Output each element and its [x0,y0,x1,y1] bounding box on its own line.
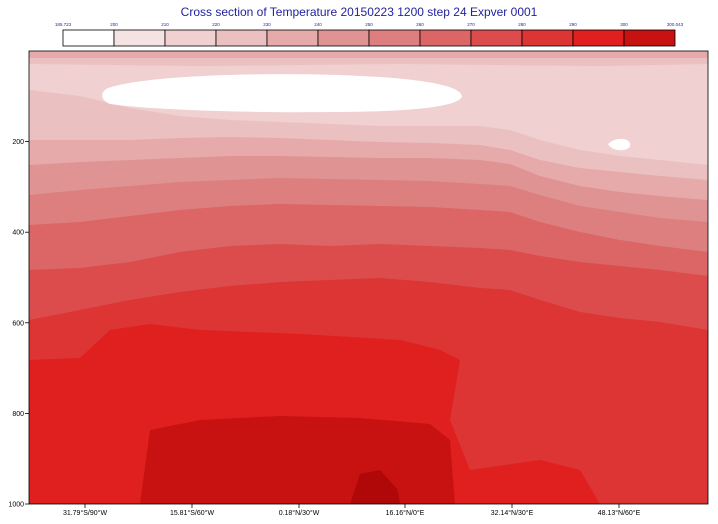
contour-band-warmest [140,416,455,504]
legend-swatch [113,29,166,47]
legend-swatch [317,29,370,47]
x-tick-label: 16.16°N/0°E [386,509,425,517]
contour-band [102,74,462,113]
legend-label: 220 [212,22,220,27]
x-tick-label: 48.13°N/60°E [598,509,641,517]
y-tick-label: 800 [12,411,24,418]
y-tick-label: 200 [12,139,24,146]
legend-label: 300 [620,22,628,27]
legend-swatch [215,29,268,47]
legend-swatch [368,29,421,47]
x-axis: 31.79°S/90°W 15.81°S/60°W 0.18°N/30°W 16.16… [63,504,641,517]
contour-band [608,138,631,151]
legend-label: 300.043 [667,22,684,27]
y-axis: 200 400 600 800 1000 [8,139,29,509]
x-tick-label: 31.79°S/90°W [63,509,108,517]
legend-label: 280 [518,22,526,27]
legend-label: 240 [314,22,322,27]
legend-swatch [266,29,319,47]
y-tick-label: 1000 [8,502,24,509]
legend-swatch [572,29,625,47]
chart-title: Cross section of Temperature 20150223 12… [180,5,538,19]
legend-swatch [164,29,217,47]
plot-frame [28,50,709,505]
y-tick-label: 600 [12,320,24,327]
plot-area [28,50,709,505]
legend-swatch [623,29,676,47]
legend-label: 290 [569,22,577,27]
legend-swatch [62,29,115,47]
legend-label: 185.723 [55,22,72,27]
legend-swatch [470,29,523,47]
contour-band [29,51,708,58]
legend-label: 200 [110,22,118,27]
legend-label: 210 [161,22,169,27]
legend-label: 250 [365,22,373,27]
contour-band-peak [350,470,400,504]
legend: 185.723 200 210 220 230 240 250 260 270 280 290 300… [55,22,684,47]
legend-swatch [419,29,472,47]
x-tick-label: 32.14°N/30°E [491,509,534,517]
x-tick-label: 15.81°S/60°W [170,509,215,517]
legend-label: 230 [263,22,271,27]
legend-label: 260 [416,22,424,27]
x-tick-label: 0.18°N/30°W [279,509,320,517]
legend-label: 270 [467,22,475,27]
legend-swatch [521,29,574,47]
y-tick-label: 400 [12,230,24,237]
